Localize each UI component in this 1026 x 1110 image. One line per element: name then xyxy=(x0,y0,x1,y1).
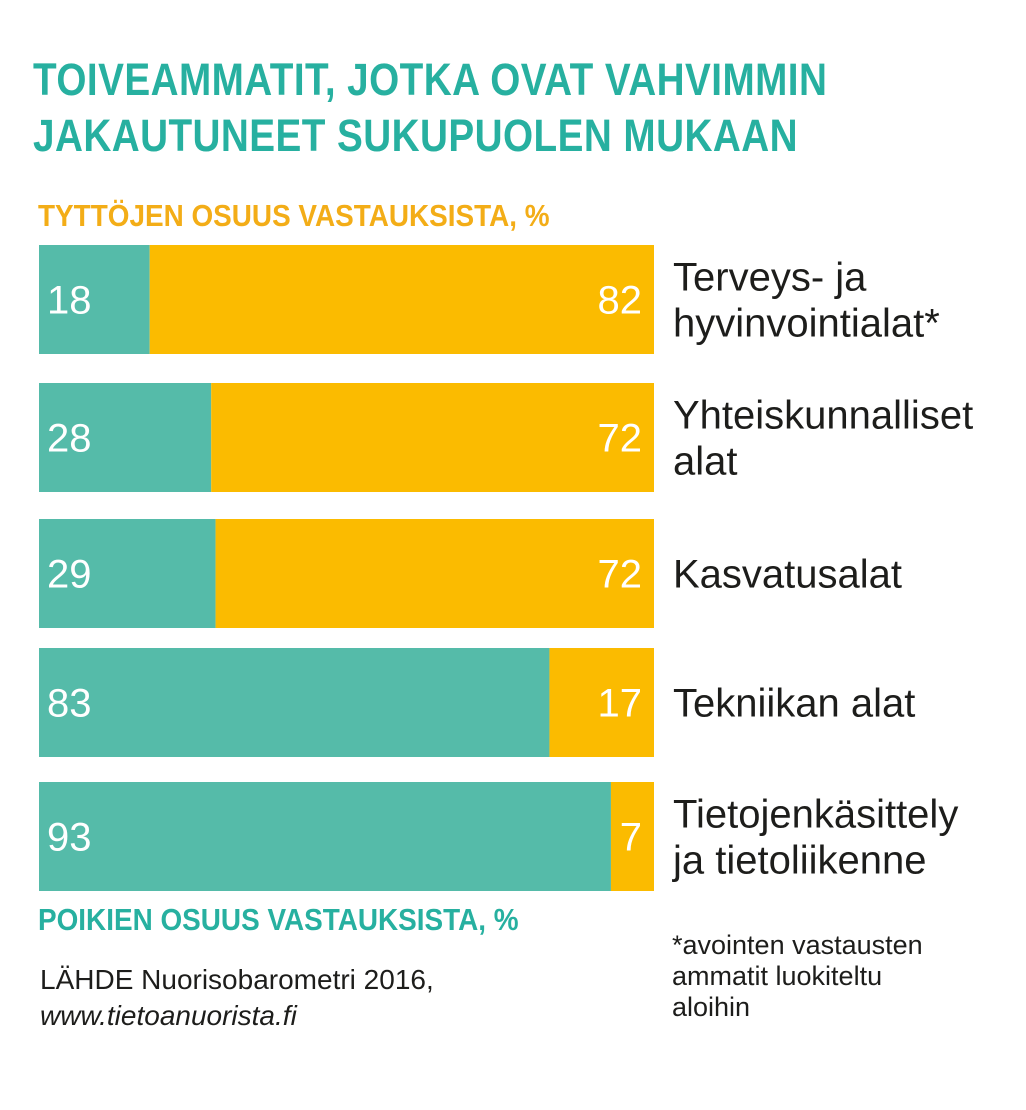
category-label: Tekniikan alat xyxy=(673,682,915,726)
girls-bar-segment xyxy=(149,245,654,354)
boys-value-label: 18 xyxy=(47,279,92,323)
girls-value-label: 7 xyxy=(620,816,642,860)
boys-bar-segment xyxy=(39,245,150,354)
category-label: Tietojenkäsittely xyxy=(673,793,958,837)
girls-value-label: 72 xyxy=(598,417,643,461)
boys-value-label: 28 xyxy=(47,417,92,461)
boys-value-label: 83 xyxy=(47,682,92,726)
chart-title-line-1: TOIVEAMMATIT, JOTKA OVAT VAHVIMMIN xyxy=(33,54,828,105)
boys-bar-segment xyxy=(39,383,212,492)
bar-row: 83 17 Tekniikan alat xyxy=(39,648,915,757)
girls-value-label: 72 xyxy=(598,553,643,597)
boys-bar-segment xyxy=(39,782,611,891)
chart-title-line-2: JAKAUTUNEET SUKUPUOLEN MUKAAN xyxy=(33,110,798,161)
boys-share-label: POIKIEN OSUUS VASTAUKSISTA, % xyxy=(38,902,519,937)
boys-bar-segment xyxy=(39,519,216,628)
girls-value-label: 17 xyxy=(598,682,643,726)
category-label: Kasvatusalat xyxy=(673,553,902,597)
category-label: alat xyxy=(673,440,738,484)
category-label: Yhteiskunnalliset xyxy=(673,394,973,438)
boys-value-label: 93 xyxy=(47,816,92,860)
source-text: LÄHDE Nuorisobarometri 2016, xyxy=(40,964,434,995)
boys-bar-segment xyxy=(39,648,550,757)
bar-row: 29 72 Kasvatusalat xyxy=(39,519,902,628)
girls-bar-segment xyxy=(215,519,654,628)
category-label: hyvinvointialat* xyxy=(673,302,940,346)
source-note: LÄHDE Nuorisobarometri 2016, www.tietoan… xyxy=(40,962,434,1034)
category-label: ja tietoliikenne xyxy=(672,839,927,883)
source-url: www.tietoanuorista.fi xyxy=(40,1000,297,1031)
footnote: *avointen vastausten ammatit luokiteltu … xyxy=(672,930,923,1022)
girls-share-label: TYTTÖJEN OSUUS VASTAUKSISTA, % xyxy=(38,198,550,233)
girls-bar-segment xyxy=(610,782,654,891)
girls-bar-segment xyxy=(549,648,654,757)
boys-value-label: 29 xyxy=(47,553,92,597)
girls-bar-segment xyxy=(211,383,654,492)
chart-title: TOIVEAMMATIT, JOTKA OVAT VAHVIMMIN JAKAU… xyxy=(33,52,859,164)
girls-value-label: 82 xyxy=(598,279,643,323)
category-label: Terveys- ja xyxy=(673,256,867,300)
